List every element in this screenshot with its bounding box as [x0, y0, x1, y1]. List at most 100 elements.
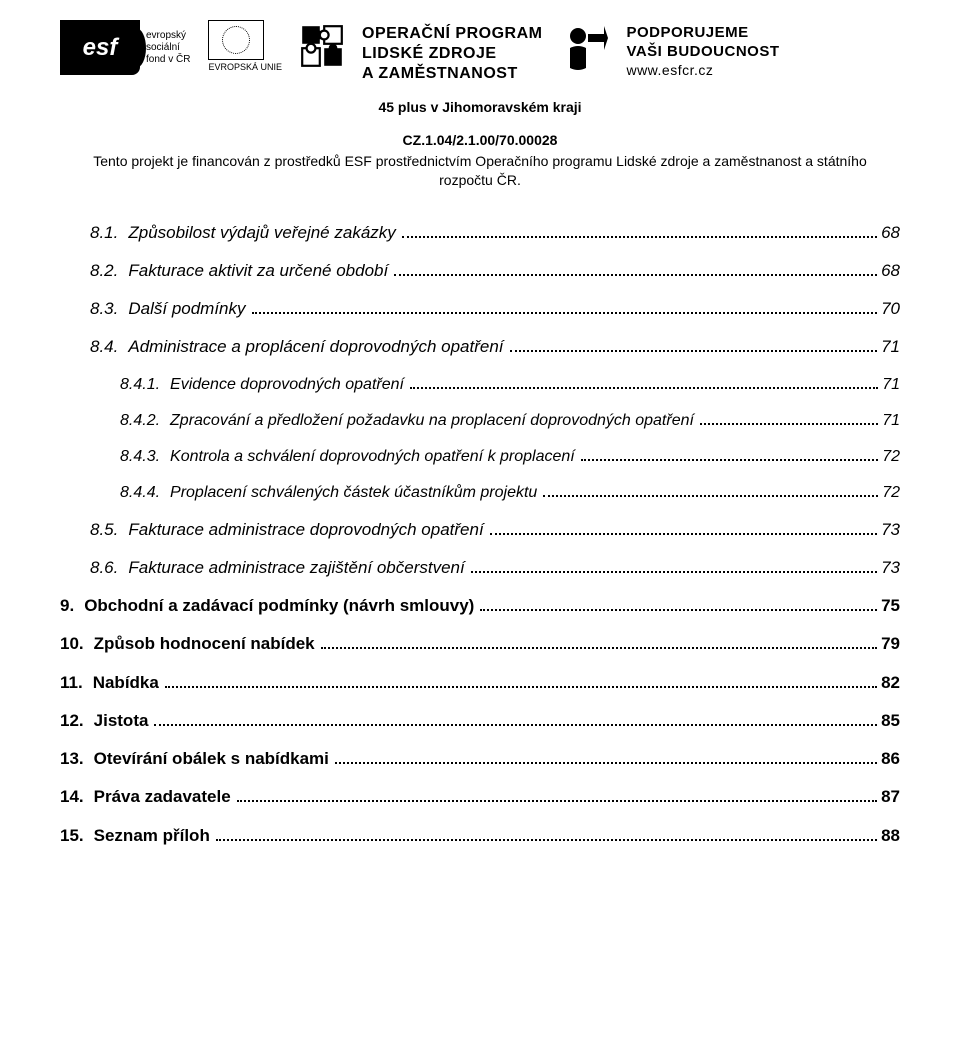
eu-stars-icon — [222, 26, 250, 54]
toc-label: Způsobilost výdajů veřejné zakázky — [128, 214, 395, 252]
toc-number: 8.6. — [90, 549, 118, 587]
eu-label: EVROPSKÁ UNIE — [208, 62, 282, 72]
table-of-contents: 8.1. Způsobilost výdajů veřejné zakázky 68… — [60, 214, 900, 855]
toc-row: 8.4.4. Proplacení schválených částek účas… — [60, 475, 900, 511]
toc-label: Fakturace administrace doprovodných opat… — [128, 511, 483, 549]
project-code: CZ.1.04/2.1.00/70.00028 — [100, 131, 860, 150]
toc-row: 8.1. Způsobilost výdajů veřejné zakázky 68 — [60, 214, 900, 252]
toc-label: Další podmínky — [128, 290, 245, 328]
toc-number: 8.4.3. — [120, 439, 160, 475]
toc-leader-dots — [165, 686, 877, 688]
toc-row: 8.4. Administrace a proplácení doprovodný… — [60, 328, 900, 366]
toc-leader-dots — [543, 495, 878, 497]
toc-number: 10. — [60, 625, 84, 663]
toc-leader-dots — [581, 459, 878, 461]
esf-logo-text: esf — [83, 34, 118, 62]
op-program-text: OPERAČNÍ PROGRAM LIDSKÉ ZDROJE A ZAMĚSTN… — [362, 24, 542, 84]
toc-number: 14. — [60, 778, 84, 816]
toc-row: 13. Otevírání obálek s nabídkami 86 — [60, 740, 900, 778]
toc-row: 8.4.2. Zpracování a předložení požadavku … — [60, 403, 900, 439]
toc-page: 72 — [882, 439, 900, 475]
op-line: LIDSKÉ ZDROJE — [362, 44, 542, 64]
toc-leader-dots — [700, 423, 878, 425]
support-line: VAŠI BUDOUCNOST — [626, 43, 779, 62]
toc-page: 68 — [881, 214, 900, 252]
toc-page: 73 — [881, 511, 900, 549]
support-line: PODPORUJEME — [626, 24, 779, 43]
op-line: OPERAČNÍ PROGRAM — [362, 24, 542, 44]
toc-page: 85 — [881, 702, 900, 740]
toc-row: 11. Nabídka 82 — [60, 664, 900, 702]
toc-number: 8.5. — [90, 511, 118, 549]
toc-label: Nabídka — [93, 664, 159, 702]
toc-page: 72 — [882, 475, 900, 511]
toc-row: 10.Způsob hodnocení nabídek79 — [60, 625, 900, 663]
toc-page: 70 — [881, 290, 900, 328]
toc-number: 11. — [60, 664, 83, 702]
toc-page: 88 — [881, 817, 900, 855]
toc-label: Fakturace administrace zajištění občerst… — [128, 549, 464, 587]
toc-row: 15.Seznam příloh88 — [60, 817, 900, 855]
toc-leader-dots — [394, 274, 877, 276]
toc-leader-dots — [410, 387, 878, 389]
toc-number: 13. — [60, 740, 84, 778]
toc-page: 73 — [881, 549, 900, 587]
toc-row: 8.3. Další podmínky 70 — [60, 290, 900, 328]
toc-label: Zpracování a předložení požadavku na pro… — [170, 403, 694, 439]
toc-page: 79 — [881, 625, 900, 663]
toc-number: 8.2. — [90, 252, 118, 290]
toc-page: 87 — [881, 778, 900, 816]
toc-label: Obchodní a zadávací podmínky (návrh smlo… — [84, 587, 474, 625]
toc-label: Otevírání obálek s nabídkami — [94, 740, 329, 778]
toc-label: Evidence doprovodných opatření — [170, 367, 404, 403]
toc-page: 75 — [881, 587, 900, 625]
toc-number: 8.4.4. — [120, 475, 160, 511]
toc-number: 8.1. — [90, 214, 118, 252]
toc-page: 82 — [881, 664, 900, 702]
toc-number: 12. — [60, 702, 84, 740]
toc-page: 86 — [881, 740, 900, 778]
support-url: www.esfcr.cz — [626, 62, 779, 80]
esf-logo-block: esf evropský sociální fond v ČR — [60, 20, 190, 75]
toc-leader-dots — [321, 647, 877, 649]
esf-caption: evropský sociální fond v ČR — [146, 30, 190, 66]
toc-row: 8.5. Fakturace administrace doprovodných … — [60, 511, 900, 549]
support-text: PODPORUJEME VAŠI BUDOUCNOST www.esfcr.cz — [626, 24, 779, 79]
toc-number: 9. — [60, 587, 74, 625]
toc-page: 71 — [881, 328, 900, 366]
toc-label: Kontrola a schválení doprovodných opatře… — [170, 439, 575, 475]
toc-row: 8.4.3. Kontrola a schválení doprovodných … — [60, 439, 900, 475]
toc-row: 9. Obchodní a zadávací podmínky (návrh sm… — [60, 587, 900, 625]
project-title: 45 plus v Jihomoravském kraji — [100, 98, 860, 117]
toc-page: 71 — [882, 403, 900, 439]
toc-leader-dots — [480, 609, 877, 611]
esf-caption-line: evropský — [146, 30, 190, 42]
toc-page: 68 — [881, 252, 900, 290]
toc-row: 8.2. Fakturace aktivit za určené období 68 — [60, 252, 900, 290]
toc-label: Proplacení schválených částek účastníkům… — [170, 475, 537, 511]
esf-logo: esf — [60, 20, 140, 75]
toc-number: 8.4.2. — [120, 403, 160, 439]
toc-leader-dots — [252, 312, 878, 314]
toc-leader-dots — [471, 571, 877, 573]
header-logo-row: esf evropský sociální fond v ČR EVROPSKÁ… — [60, 20, 900, 84]
toc-row: 12.Jistota85 — [60, 702, 900, 740]
toc-leader-dots — [237, 800, 877, 802]
toc-leader-dots — [216, 839, 877, 841]
toc-label: Fakturace aktivit za určené období — [128, 252, 388, 290]
esf-caption-line: fond v ČR — [146, 54, 190, 66]
toc-leader-dots — [154, 724, 877, 726]
toc-leader-dots — [510, 350, 878, 352]
toc-number: 8.3. — [90, 290, 118, 328]
toc-leader-dots — [402, 236, 877, 238]
eu-flag-block: EVROPSKÁ UNIE — [208, 20, 282, 72]
eu-flag-icon — [208, 20, 264, 60]
toc-row: 8.6. Fakturace administrace zajištění obč… — [60, 549, 900, 587]
toc-label: Administrace a proplácení doprovodných o… — [128, 328, 503, 366]
person-arrow-icon — [560, 24, 608, 72]
project-funding: Tento projekt je financován z prostředků… — [80, 152, 880, 190]
puzzle-icon — [300, 24, 344, 68]
toc-number: 8.4. — [90, 328, 118, 366]
toc-leader-dots — [335, 762, 877, 764]
toc-page: 71 — [882, 367, 900, 403]
